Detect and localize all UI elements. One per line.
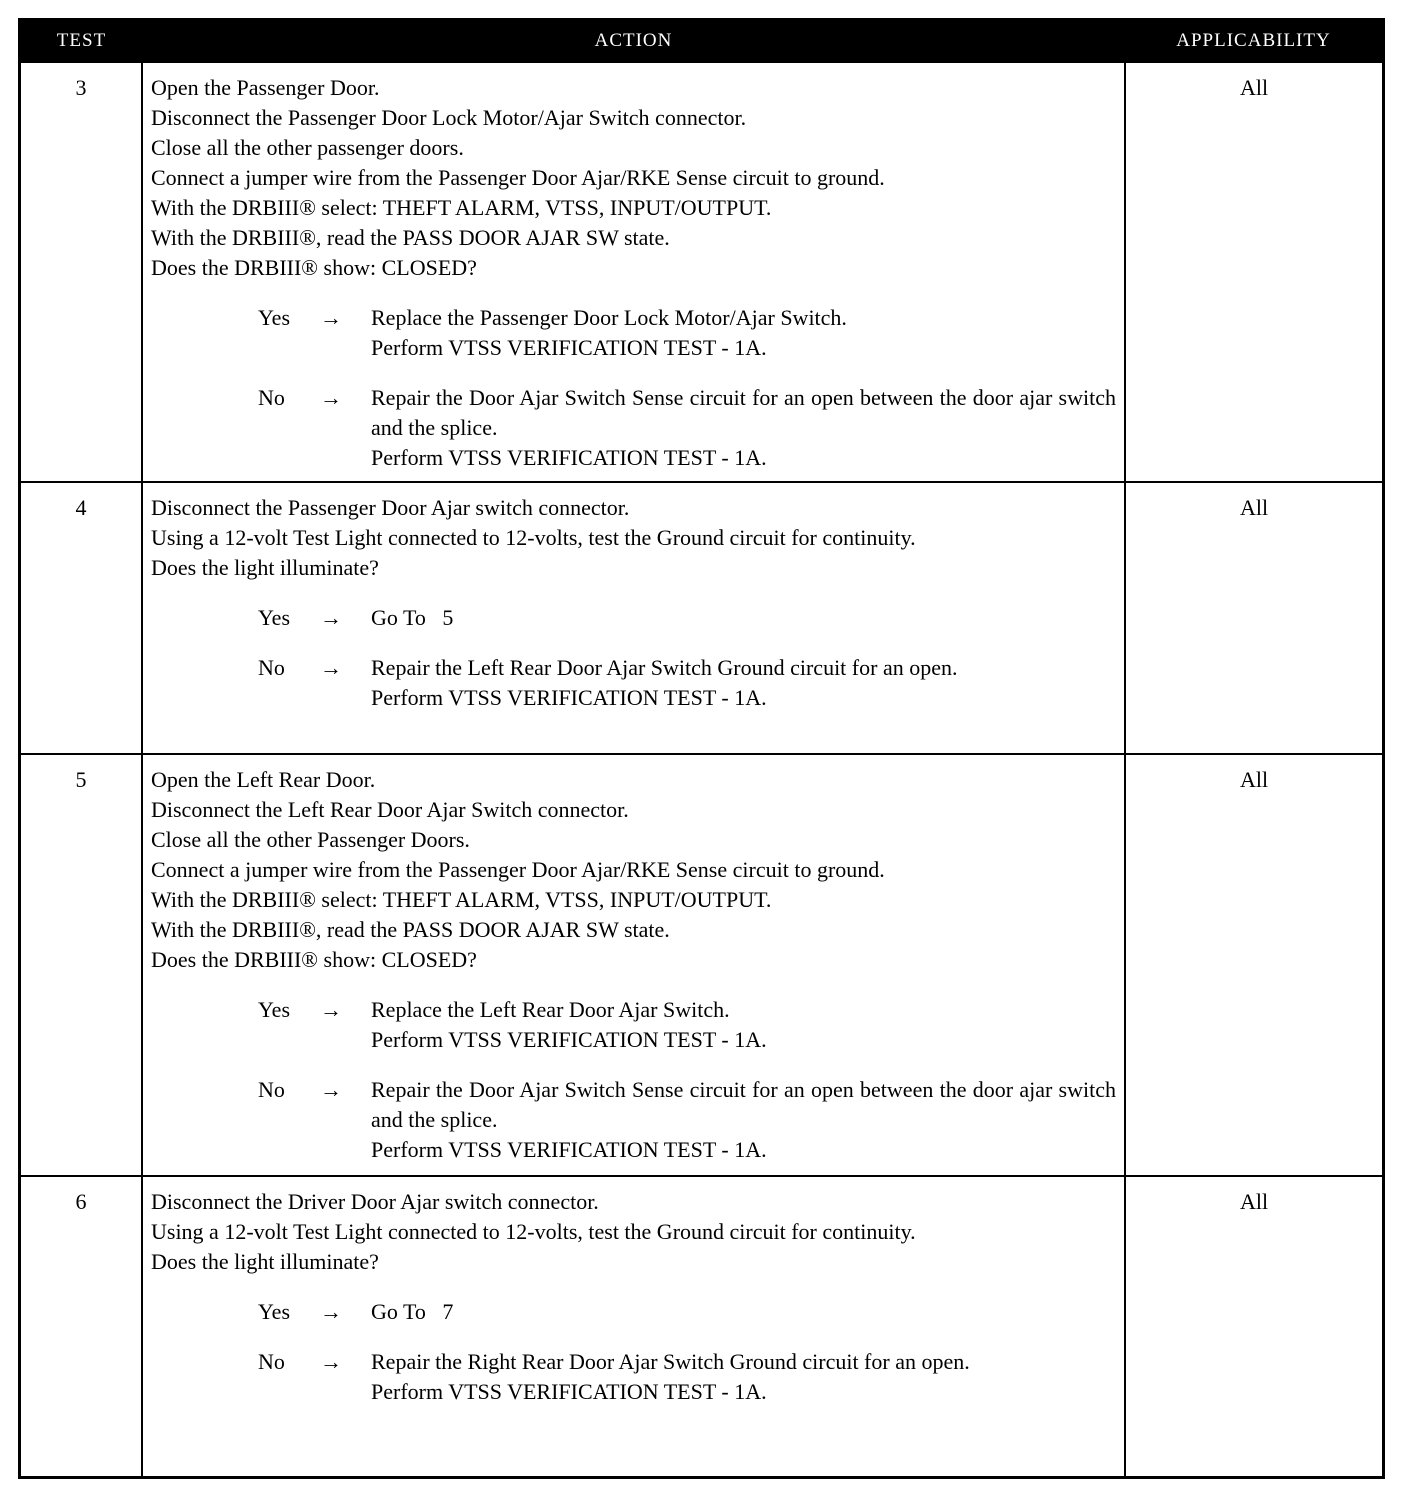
action-step: Using a 12-volt Test Light connected to …: [151, 525, 916, 550]
no-result-line: Repair the Right Rear Door Ajar Switch G…: [371, 1349, 970, 1374]
yes-result-line: Go To 7: [371, 1299, 454, 1324]
yes-branch: Yes → Go To 7: [151, 1297, 1116, 1327]
test-number: 3: [18, 61, 143, 483]
action-step: With the DRBIII®, read the PASS DOOR AJA…: [151, 225, 670, 250]
action-step: Does the light illuminate?: [151, 555, 379, 580]
yes-branch: Yes → Replace the Passenger Door Lock Moto…: [151, 303, 1116, 363]
arrow-icon: →: [320, 605, 342, 630]
action-step: Does the light illuminate?: [151, 1249, 379, 1274]
action-step: Close all the other Passenger Doors.: [151, 827, 470, 852]
no-branch: No → Repair the Left Rear Door Ajar Switch…: [151, 653, 1116, 713]
no-label: No: [258, 385, 285, 410]
arrow-icon: →: [320, 1299, 342, 1324]
applicability: All: [1124, 753, 1385, 1177]
table-row: 3 Open the Passenger Door. Disconnect the …: [18, 61, 1385, 483]
yes-result: Go To 7: [371, 1297, 1116, 1327]
yes-branch: Yes → Replace the Left Rear Door Ajar Swit…: [151, 995, 1116, 1055]
header-applicability: APPLICABILITY: [1125, 19, 1384, 62]
applicability: All: [1124, 61, 1385, 483]
action-cell: Open the Passenger Door. Disconnect the P…: [141, 61, 1126, 483]
action-step: With the DRBIII® select: THEFT ALARM, VT…: [151, 887, 772, 912]
no-label: No: [258, 655, 285, 680]
arrow-icon: →: [320, 997, 342, 1022]
no-branch: No → Repair the Right Rear Door Ajar Switc…: [151, 1347, 1116, 1407]
yes-result-line: Perform VTSS VERIFICATION TEST - 1A.: [371, 335, 767, 360]
yes-result-line: Replace the Passenger Door Lock Motor/Aj…: [371, 305, 847, 330]
table-row: 5 Open the Left Rear Door. Disconnect the …: [18, 753, 1385, 1177]
yes-branch: Yes → Go To 5: [151, 603, 1116, 633]
action-step: Disconnect the Passenger Door Lock Motor…: [151, 105, 747, 130]
no-label: No: [258, 1077, 285, 1102]
header-test: TEST: [19, 19, 142, 62]
test-number: 6: [18, 1175, 143, 1478]
action-step: With the DRBIII® select: THEFT ALARM, VT…: [151, 195, 772, 220]
table-header: TEST ACTION APPLICABILITY: [19, 19, 1384, 62]
table-row: 4 Disconnect the Passenger Door Ajar swit…: [18, 481, 1385, 755]
no-result-line: Perform VTSS VERIFICATION TEST - 1A.: [371, 445, 767, 470]
no-result-line: Perform VTSS VERIFICATION TEST - 1A.: [371, 685, 767, 710]
yes-label: Yes: [258, 1299, 291, 1324]
arrow-icon: →: [320, 305, 342, 330]
action-step: Connect a jumper wire from the Passenger…: [151, 165, 885, 190]
action-step: Disconnect the Driver Door Ajar switch c…: [151, 1189, 599, 1214]
action-cell: Open the Left Rear Door. Disconnect the L…: [141, 753, 1126, 1177]
action-step: Disconnect the Left Rear Door Ajar Switc…: [151, 797, 629, 822]
action-cell: Disconnect the Driver Door Ajar switch c…: [141, 1175, 1126, 1478]
arrow-icon: →: [320, 385, 342, 410]
yes-result: Go To 5: [371, 603, 1116, 633]
no-result-line: Repair the Door Ajar Switch Sense circui…: [371, 1077, 1122, 1132]
header-action: ACTION: [142, 19, 1125, 62]
no-branch: No → Repair the Door Ajar Switch Sense cir…: [151, 1075, 1116, 1165]
no-result: Repair the Door Ajar Switch Sense circui…: [371, 383, 1116, 473]
action-step: With the DRBIII®, read the PASS DOOR AJA…: [151, 917, 670, 942]
action-step: Open the Passenger Door.: [151, 75, 380, 100]
no-result-line: Perform VTSS VERIFICATION TEST - 1A.: [371, 1379, 767, 1404]
action-step: Using a 12-volt Test Light connected to …: [151, 1219, 916, 1244]
no-label: No: [258, 1349, 285, 1374]
yes-result-line: Go To 5: [371, 605, 454, 630]
yes-label: Yes: [258, 605, 291, 630]
no-result: Repair the Right Rear Door Ajar Switch G…: [371, 1347, 1116, 1407]
action-step: Open the Left Rear Door.: [151, 767, 376, 792]
action-cell: Disconnect the Passenger Door Ajar switc…: [141, 481, 1126, 755]
no-branch: No → Repair the Door Ajar Switch Sense cir…: [151, 383, 1116, 473]
no-result-line: Repair the Door Ajar Switch Sense circui…: [371, 385, 1122, 440]
table-row: 6 Disconnect the Driver Door Ajar switch …: [18, 1175, 1385, 1478]
action-step: Close all the other passenger doors.: [151, 135, 464, 160]
applicability: All: [1124, 481, 1385, 755]
yes-label: Yes: [258, 997, 291, 1022]
test-number: 4: [18, 481, 143, 755]
no-result-line: Repair the Left Rear Door Ajar Switch Gr…: [371, 655, 958, 680]
test-number: 5: [18, 753, 143, 1177]
action-step: Does the DRBIII® show: CLOSED?: [151, 255, 477, 280]
no-result-line: Perform VTSS VERIFICATION TEST - 1A.: [371, 1137, 767, 1162]
arrow-icon: →: [320, 655, 342, 680]
yes-result-line: Perform VTSS VERIFICATION TEST - 1A.: [371, 1027, 767, 1052]
action-step: Does the DRBIII® show: CLOSED?: [151, 947, 477, 972]
yes-label: Yes: [258, 305, 291, 330]
no-result: Repair the Left Rear Door Ajar Switch Gr…: [371, 653, 1116, 713]
yes-result: Replace the Passenger Door Lock Motor/Aj…: [371, 303, 1116, 363]
diagnostic-test-table: TEST ACTION APPLICABILITY 3 Open the Pass…: [18, 18, 1385, 1479]
action-step: Connect a jumper wire from the Passenger…: [151, 857, 885, 882]
no-result: Repair the Door Ajar Switch Sense circui…: [371, 1075, 1116, 1165]
yes-result: Replace the Left Rear Door Ajar Switch. P…: [371, 995, 1116, 1055]
yes-result-line: Replace the Left Rear Door Ajar Switch.: [371, 997, 730, 1022]
arrow-icon: →: [320, 1349, 342, 1374]
action-step: Disconnect the Passenger Door Ajar switc…: [151, 495, 630, 520]
arrow-icon: →: [320, 1077, 342, 1102]
applicability: All: [1124, 1175, 1385, 1478]
